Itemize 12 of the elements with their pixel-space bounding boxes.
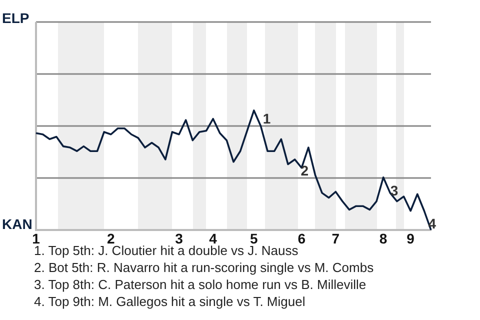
text: 3. Top 8th: C. Paterson hit a solo home run vs B. Milleville xyxy=(34,276,368,293)
annotation: 1 xyxy=(262,110,271,126)
x-tick-label: 7 xyxy=(332,230,340,246)
x-tick-label: 9 xyxy=(406,230,415,246)
annotation: 3 xyxy=(390,182,398,198)
text: ELP xyxy=(2,10,30,26)
x-tick-label: 8 xyxy=(379,230,388,246)
text: KAN xyxy=(2,216,32,232)
x-tick-label: 6 xyxy=(298,230,306,246)
text: 4. Top 9th: M. Gallegos hit a single vs T. Miguel xyxy=(34,293,306,310)
text: 2. Bot 5th: R. Navarro hit a run-scoring single vs M. Combs xyxy=(34,259,375,276)
annotation: 2 xyxy=(300,162,309,178)
